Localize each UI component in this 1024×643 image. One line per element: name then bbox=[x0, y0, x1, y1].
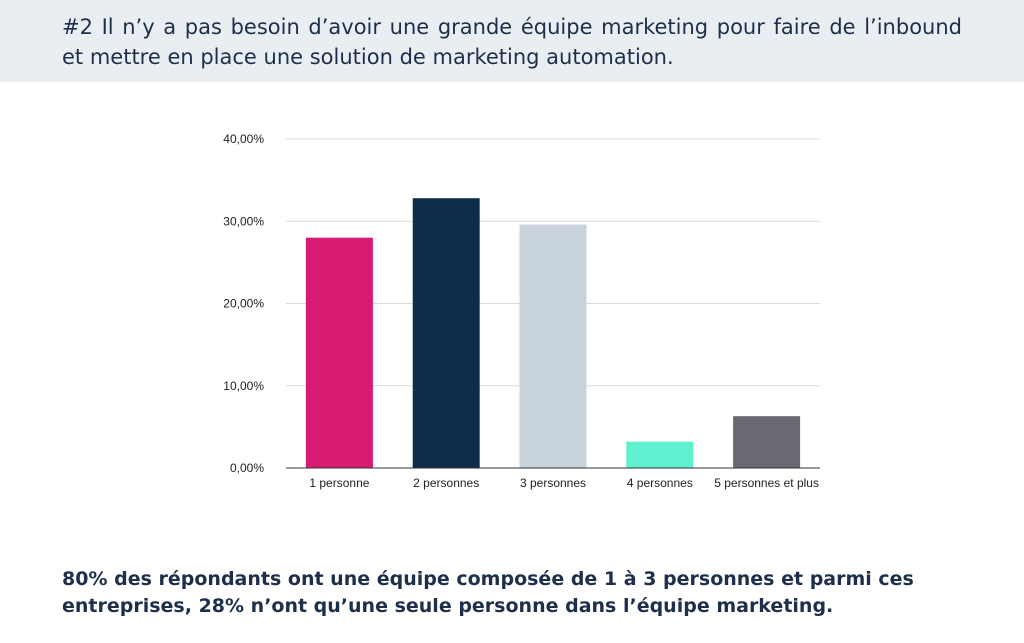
summary-text: 80% des répondants ont une équipe compos… bbox=[62, 568, 914, 617]
bar-1 bbox=[305, 237, 373, 468]
y-tick-label: 10,00% bbox=[223, 379, 264, 393]
bar-3 bbox=[519, 224, 587, 468]
bar-5 bbox=[733, 416, 801, 468]
bar-chart: 0,00% 10,00% 20,00% 30,00% 40,00% 1 personne… bbox=[223, 132, 820, 490]
bar-2 bbox=[412, 198, 480, 468]
bar-4 bbox=[626, 441, 694, 468]
y-tick-label: 40,00% bbox=[223, 132, 264, 146]
y-tick-label: 20,00% bbox=[223, 297, 264, 311]
x-category-label: 1 personne bbox=[309, 476, 369, 490]
x-category-label: 5 personnes et plus bbox=[714, 476, 819, 490]
chart-bars bbox=[305, 198, 801, 468]
x-category-label: 3 personnes bbox=[520, 476, 586, 490]
x-category-label: 4 personnes bbox=[627, 476, 693, 490]
x-category-label: 2 personnes bbox=[413, 476, 479, 490]
x-axis-category-labels: 1 personne 2 personnes 3 personnes 4 person… bbox=[309, 476, 819, 490]
header-banner: #2 Il n’y a pas besoin d’avoir une grand… bbox=[0, 0, 1024, 82]
y-axis-tick-labels: 0,00% 10,00% 20,00% 30,00% 40,00% bbox=[223, 132, 264, 475]
y-tick-label: 0,00% bbox=[230, 461, 264, 475]
y-tick-label: 30,00% bbox=[223, 214, 264, 228]
page-title: #2 Il n’y a pas besoin d’avoir une grand… bbox=[62, 15, 962, 69]
